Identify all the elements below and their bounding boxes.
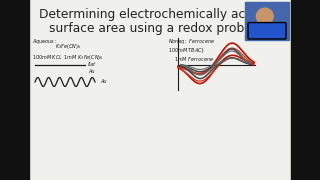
- Text: $Nonaq:\ Ferrocene$: $Nonaq:\ Ferrocene$: [168, 37, 215, 46]
- Text: $K_3Fe(CN)_6$: $K_3Fe(CN)_6$: [55, 42, 81, 51]
- FancyBboxPatch shape: [248, 22, 286, 39]
- Text: surface area using a redox probe: surface area using a redox probe: [49, 22, 252, 35]
- Text: $1mM\ Ferrocene$: $1mM\ Ferrocene$: [174, 55, 214, 63]
- Text: flat: flat: [88, 62, 96, 67]
- Circle shape: [256, 8, 273, 25]
- Text: $100mM\ KCl,\ 1mM\ K_3Fe(CN)_6$: $100mM\ KCl,\ 1mM\ K_3Fe(CN)_6$: [32, 53, 104, 62]
- Text: Determining electrochemically activ: Determining electrochemically activ: [39, 8, 261, 21]
- Bar: [245, 2, 289, 40]
- Text: Au: Au: [88, 69, 94, 74]
- Text: $100mM\ TBAC\}$: $100mM\ TBAC\}$: [168, 47, 205, 55]
- Text: $Aqueous:$: $Aqueous:$: [32, 37, 57, 46]
- Text: Au: Au: [100, 79, 107, 84]
